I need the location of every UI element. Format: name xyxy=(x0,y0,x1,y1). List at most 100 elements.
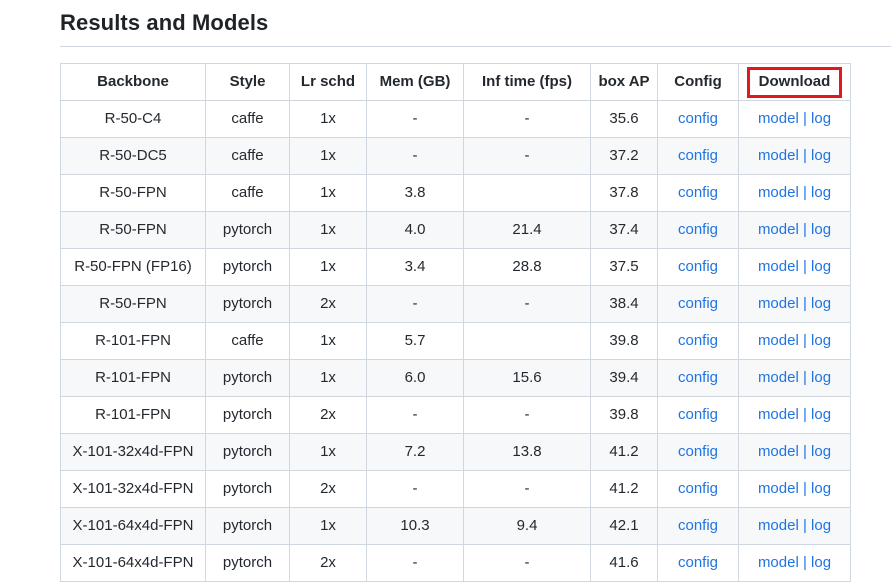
link-separator: | xyxy=(798,406,812,423)
config-link[interactable]: config xyxy=(677,480,719,497)
model-link[interactable]: model xyxy=(757,110,799,127)
link-separator: | xyxy=(798,480,812,497)
model-link[interactable]: model xyxy=(757,406,799,423)
model-link[interactable]: model xyxy=(757,221,799,238)
link-separator: | xyxy=(798,443,812,460)
table-row: R-50-FPN (FP16) pytorch 1x 3.4 28.8 37.5 confi… xyxy=(60,248,851,286)
cell-style: pytorch xyxy=(205,470,290,508)
log-link[interactable]: log xyxy=(811,295,832,312)
config-link[interactable]: config xyxy=(677,258,719,275)
cell-box-ap: 38.4 xyxy=(590,285,658,323)
config-link[interactable]: config xyxy=(677,443,719,460)
cell-inf-time: 13.8 xyxy=(463,433,591,471)
cell-download: model | log xyxy=(738,544,851,582)
cell-mem: 7.2 xyxy=(366,433,464,471)
cell-mem: - xyxy=(366,137,464,175)
cell-config: config xyxy=(657,433,739,471)
log-link[interactable]: log xyxy=(811,443,832,460)
link-separator: | xyxy=(798,295,812,312)
log-link[interactable]: log xyxy=(811,184,832,201)
cell-box-ap: 35.6 xyxy=(590,100,658,138)
cell-download: model | log xyxy=(738,470,851,508)
cell-backbone: R-101-FPN xyxy=(60,396,206,434)
model-link[interactable]: model xyxy=(757,480,799,497)
log-link[interactable]: log xyxy=(811,554,832,571)
cell-style: pytorch xyxy=(205,396,290,434)
cell-inf-time: 21.4 xyxy=(463,211,591,249)
model-link[interactable]: model xyxy=(757,258,799,275)
section-title: Results and Models xyxy=(60,10,891,47)
model-link[interactable]: model xyxy=(757,147,799,164)
cell-config: config xyxy=(657,322,739,360)
config-link[interactable]: config xyxy=(677,295,719,312)
cell-lr-schd: 1x xyxy=(289,137,367,175)
model-link[interactable]: model xyxy=(757,295,799,312)
cell-mem: - xyxy=(366,100,464,138)
log-link[interactable]: log xyxy=(811,406,832,423)
cell-box-ap: 41.2 xyxy=(590,433,658,471)
log-link[interactable]: log xyxy=(811,221,832,238)
cell-backbone: R-50-FPN xyxy=(60,285,206,323)
cell-config: config xyxy=(657,211,739,249)
table-row: R-50-FPN pytorch 1x 4.0 21.4 37.4 config model … xyxy=(60,211,851,249)
log-link[interactable]: log xyxy=(811,369,832,386)
column-header-download: Download xyxy=(738,63,851,101)
cell-inf-time xyxy=(463,174,591,212)
cell-inf-time: - xyxy=(463,137,591,175)
cell-lr-schd: 2x xyxy=(289,396,367,434)
config-link[interactable]: config xyxy=(677,184,719,201)
cell-download: model | log xyxy=(738,100,851,138)
cell-mem: 4.0 xyxy=(366,211,464,249)
cell-inf-time: - xyxy=(463,544,591,582)
link-separator: | xyxy=(798,517,812,534)
cell-mem: - xyxy=(366,285,464,323)
cell-box-ap: 41.2 xyxy=(590,470,658,508)
config-link[interactable]: config xyxy=(677,332,719,349)
cell-config: config xyxy=(657,470,739,508)
table-row: R-101-FPN pytorch 1x 6.0 15.6 39.4 config model… xyxy=(60,359,851,397)
cell-box-ap: 37.2 xyxy=(590,137,658,175)
cell-inf-time: - xyxy=(463,100,591,138)
cell-config: config xyxy=(657,248,739,286)
cell-style: caffe xyxy=(205,174,290,212)
cell-backbone: X-101-64x4d-FPN xyxy=(60,544,206,582)
log-link[interactable]: log xyxy=(811,110,832,127)
cell-box-ap: 39.8 xyxy=(590,322,658,360)
cell-download: model | log xyxy=(738,396,851,434)
config-link[interactable]: config xyxy=(677,221,719,238)
cell-backbone: X-101-64x4d-FPN xyxy=(60,507,206,545)
log-link[interactable]: log xyxy=(811,147,832,164)
config-link[interactable]: config xyxy=(677,406,719,423)
log-link[interactable]: log xyxy=(811,517,832,534)
model-link[interactable]: model xyxy=(757,517,799,534)
cell-backbone: R-50-FPN xyxy=(60,174,206,212)
config-link[interactable]: config xyxy=(677,147,719,164)
model-link[interactable]: model xyxy=(757,184,799,201)
column-header-backbone: Backbone xyxy=(60,63,206,101)
config-link[interactable]: config xyxy=(677,517,719,534)
cell-box-ap: 42.1 xyxy=(590,507,658,545)
log-link[interactable]: log xyxy=(811,332,832,349)
cell-config: config xyxy=(657,507,739,545)
model-link[interactable]: model xyxy=(757,332,799,349)
cell-style: pytorch xyxy=(205,507,290,545)
model-link[interactable]: model xyxy=(757,554,799,571)
cell-style: caffe xyxy=(205,137,290,175)
cell-style: pytorch xyxy=(205,211,290,249)
cell-style: caffe xyxy=(205,322,290,360)
table-row: R-50-C4 caffe 1x - -35.6 config model | log xyxy=(60,100,851,138)
table-row: R-101-FPN pytorch 2x - -39.8 config model | lo… xyxy=(60,396,851,434)
cell-lr-schd: 2x xyxy=(289,470,367,508)
config-link[interactable]: config xyxy=(677,110,719,127)
cell-lr-schd: 1x xyxy=(289,359,367,397)
log-link[interactable]: log xyxy=(811,258,832,275)
log-link[interactable]: log xyxy=(811,480,832,497)
model-link[interactable]: model xyxy=(757,369,799,386)
cell-download: model | log xyxy=(738,174,851,212)
cell-inf-time: 28.8 xyxy=(463,248,591,286)
config-link[interactable]: config xyxy=(677,369,719,386)
config-link[interactable]: config xyxy=(677,554,719,571)
cell-lr-schd: 1x xyxy=(289,174,367,212)
cell-download: model | log xyxy=(738,211,851,249)
model-link[interactable]: model xyxy=(757,443,799,460)
